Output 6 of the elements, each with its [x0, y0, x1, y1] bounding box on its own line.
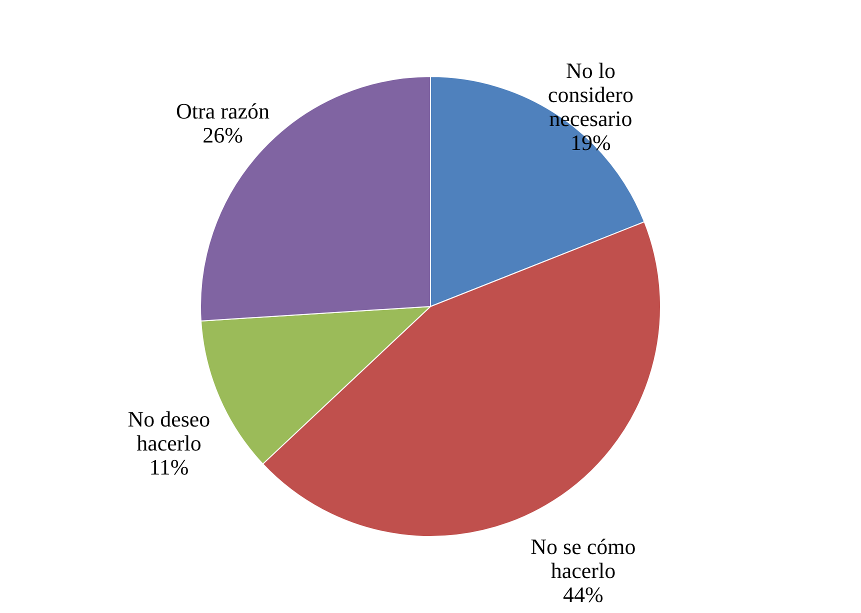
slice-label: No se cómo hacerlo	[530, 534, 636, 584]
data-label: 44%	[563, 582, 604, 608]
data-label: 11%	[149, 454, 189, 480]
data-label: 26%	[202, 122, 243, 148]
slice-label: No deseo hacerlo	[128, 406, 210, 456]
slice-label: Otra razón	[176, 98, 270, 124]
